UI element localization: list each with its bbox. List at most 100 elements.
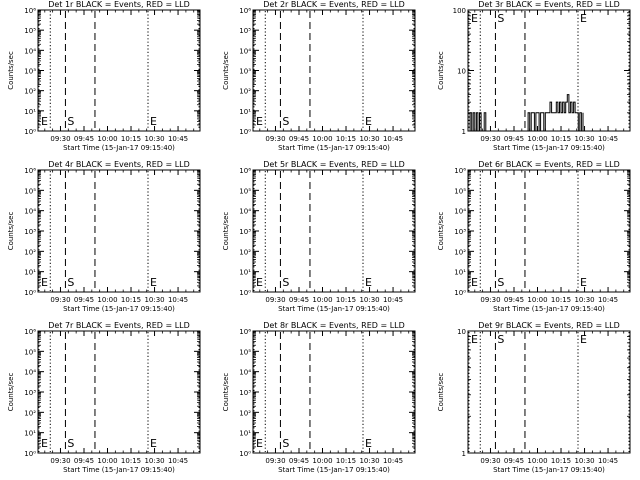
y-tick-label: 10² <box>24 248 36 256</box>
x-tick-label: 10:15 <box>336 135 356 143</box>
x-tick-label: 09:45 <box>74 296 94 304</box>
x-tick-label: 10:45 <box>168 135 188 143</box>
marker-label: S <box>67 437 74 450</box>
x-tick-label: 09:30 <box>480 296 500 304</box>
marker-label: E <box>365 115 372 128</box>
y-tick-label: 10² <box>239 88 251 96</box>
x-axis-label: Start Time (15-Jan-17 09:15:40) <box>278 466 390 474</box>
plot-frame <box>37 330 201 454</box>
x-tick-label: 09:30 <box>480 457 500 465</box>
panel-title: Det 5r BLACK = Events, RED = LLD <box>263 160 405 169</box>
y-tick-label: 10³ <box>239 228 251 236</box>
y-tick-label: 10² <box>454 248 466 256</box>
y-tick-label: 10 <box>457 328 466 336</box>
y-tick-label: 10¹ <box>239 269 251 277</box>
y-axis-label: Counts/sec <box>7 51 15 90</box>
y-tick-label: 10⁵ <box>24 27 36 35</box>
x-tick-label: 10:15 <box>551 457 571 465</box>
y-tick-label: 10⁶ <box>454 167 466 175</box>
y-tick-label: 10³ <box>24 228 36 236</box>
panel-title: Det 6r BLACK = Events, RED = LLD <box>478 160 620 169</box>
plot-frame <box>252 330 416 454</box>
y-tick-label: 10¹ <box>239 108 251 116</box>
y-tick-label: 10⁰ <box>24 289 36 297</box>
x-tick-label: 10:30 <box>574 457 594 465</box>
y-tick-label: 10⁶ <box>239 167 251 175</box>
x-tick-label: 10:30 <box>144 296 164 304</box>
marker-label: E <box>256 115 263 128</box>
y-tick-label: 10² <box>239 409 251 417</box>
x-tick-label: 10:15 <box>121 296 141 304</box>
x-tick-label: 10:15 <box>551 135 571 143</box>
x-tick-label: 10:30 <box>144 457 164 465</box>
marker-label: E <box>41 115 48 128</box>
marker-label: E <box>256 276 263 289</box>
y-tick-label: 10² <box>24 409 36 417</box>
y-tick-label: 10⁵ <box>239 27 251 35</box>
marker-label: E <box>150 115 157 128</box>
x-tick-label: 10:45 <box>168 296 188 304</box>
y-tick-label: 10³ <box>239 389 251 397</box>
y-tick-label: 10⁰ <box>24 450 36 458</box>
y-tick-label: 10¹ <box>24 269 36 277</box>
x-tick-label: 10:00 <box>312 135 332 143</box>
panel-title: Det 8r BLACK = Events, RED = LLD <box>263 321 405 330</box>
x-tick-label: 09:45 <box>504 296 524 304</box>
y-tick-label: 10⁶ <box>24 167 36 175</box>
panel-title: Det 1r BLACK = Events, RED = LLD <box>48 0 190 9</box>
x-tick-label: 10:45 <box>598 135 618 143</box>
y-tick-label: 10⁶ <box>239 7 251 15</box>
x-tick-label: 09:45 <box>74 457 94 465</box>
y-tick-label: 10⁶ <box>24 328 36 336</box>
marker-label: E <box>150 437 157 450</box>
marker-label: S <box>497 12 504 25</box>
y-tick-label: 10⁵ <box>454 187 466 195</box>
plot-frame <box>467 169 631 293</box>
x-tick-label: 10:00 <box>97 135 117 143</box>
panel-8: Det 8r BLACK = Events, RED = LLD 10⁰ 10¹ 10… <box>222 321 416 474</box>
panel-2: Det 2r BLACK = Events, RED = LLD 10⁰ 10¹ 10… <box>222 0 416 152</box>
x-tick-label: 10:15 <box>336 457 356 465</box>
marker-label: E <box>471 276 478 289</box>
x-tick-label: 09:45 <box>289 457 309 465</box>
panel-9: Det 9r BLACK = Events, RED = LLD 1 10 09:30… <box>437 321 631 474</box>
y-axis-label: Counts/sec <box>437 51 445 90</box>
y-axis-label: Counts/sec <box>7 373 15 412</box>
panel-title: Det 9r BLACK = Events, RED = LLD <box>478 321 620 330</box>
x-tick-label: 10:45 <box>383 457 403 465</box>
marker-label: E <box>365 276 372 289</box>
marker-label: E <box>580 12 587 25</box>
plot-frame <box>37 9 201 132</box>
y-tick-label: 10 <box>457 68 466 76</box>
y-tick-label: 10⁰ <box>239 450 251 458</box>
y-axis-label: Counts/sec <box>222 51 230 90</box>
marker-label: S <box>282 115 289 128</box>
x-axis-label: Start Time (15-Jan-17 09:15:40) <box>493 305 605 313</box>
y-tick-label: 1 <box>462 128 466 136</box>
y-tick-label: 10⁵ <box>24 348 36 356</box>
y-axis-label: Counts/sec <box>437 212 445 251</box>
marker-label: S <box>497 333 504 346</box>
x-tick-label: 10:45 <box>383 135 403 143</box>
panel-3: Det 3r BLACK = Events, RED = LLD 1 10 100 09… <box>437 0 631 152</box>
x-axis-label: Start Time (15-Jan-17 09:15:40) <box>493 144 605 152</box>
plot-frame <box>37 169 201 293</box>
plot-frame <box>467 330 631 454</box>
panel-6: Det 6r BLACK = Events, RED = LLD 10⁰ 10¹ 10… <box>437 160 631 313</box>
y-tick-label: 10⁴ <box>24 208 36 216</box>
y-tick-label: 1 <box>462 450 466 458</box>
plot-frame <box>252 169 416 293</box>
x-tick-label: 09:30 <box>50 135 70 143</box>
y-tick-label: 10³ <box>24 389 36 397</box>
panel-title: Det 7r BLACK = Events, RED = LLD <box>48 321 190 330</box>
x-tick-label: 09:30 <box>50 296 70 304</box>
y-tick-label: 100 <box>453 7 466 15</box>
x-tick-label: 09:45 <box>289 296 309 304</box>
x-tick-label: 10:30 <box>144 135 164 143</box>
x-tick-label: 10:00 <box>97 457 117 465</box>
x-tick-label: 10:15 <box>121 135 141 143</box>
y-tick-label: 10⁰ <box>454 289 466 297</box>
panel-title: Det 4r BLACK = Events, RED = LLD <box>48 160 190 169</box>
y-tick-label: 10⁰ <box>239 289 251 297</box>
